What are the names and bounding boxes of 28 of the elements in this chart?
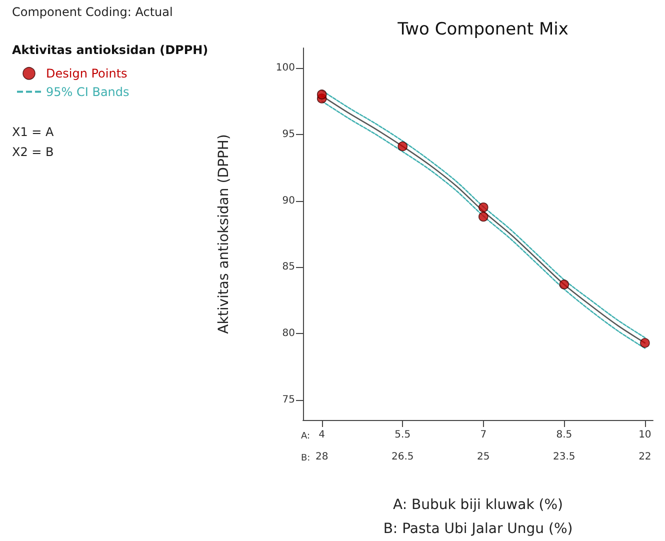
x2-axis-title: B: Pasta Ubi Jalar Ungu (%) <box>383 521 573 537</box>
y-axis-title: Aktivitas antioksidan (DPPH) <box>216 134 232 334</box>
x2-tick-label: 25 <box>477 452 490 462</box>
x2-tick-label: 26.5 <box>391 452 414 462</box>
y-tick-label: 85 <box>282 262 295 273</box>
text: Component Coding: Actual <box>12 5 173 19</box>
y-tick-label: 100 <box>276 62 295 74</box>
x2-tick-label: 23.5 <box>553 452 576 462</box>
text: B: <box>301 454 310 464</box>
chart-title: Two Component Mix <box>396 20 568 40</box>
text: X2 = B <box>12 145 54 159</box>
text: A: <box>301 432 310 442</box>
x-tick-label: 8.5 <box>556 430 572 440</box>
y-tick-label: 95 <box>282 128 295 140</box>
text: X1 = A <box>12 125 55 139</box>
legend-label: 95% CI Bands <box>46 84 130 99</box>
legend-label: Design Points <box>46 66 128 80</box>
x2-tick-label: 28 <box>315 452 328 462</box>
x-tick-label: 7 <box>480 430 487 440</box>
x-axis-title: A: Bubuk biji kluwak (%) <box>393 497 563 513</box>
x-tick-label: 5.5 <box>394 430 411 440</box>
x-tick-label: 10 <box>638 430 652 440</box>
x-tick-label: 4 <box>318 430 326 440</box>
legend-title: Aktivitas antioksidan (DPPH) <box>12 43 208 57</box>
y-tick-label: 75 <box>282 394 295 406</box>
y-tick-label: 80 <box>282 328 295 340</box>
y-tick-label: 90 <box>282 195 295 206</box>
x2-tick-label: 22 <box>638 452 652 462</box>
